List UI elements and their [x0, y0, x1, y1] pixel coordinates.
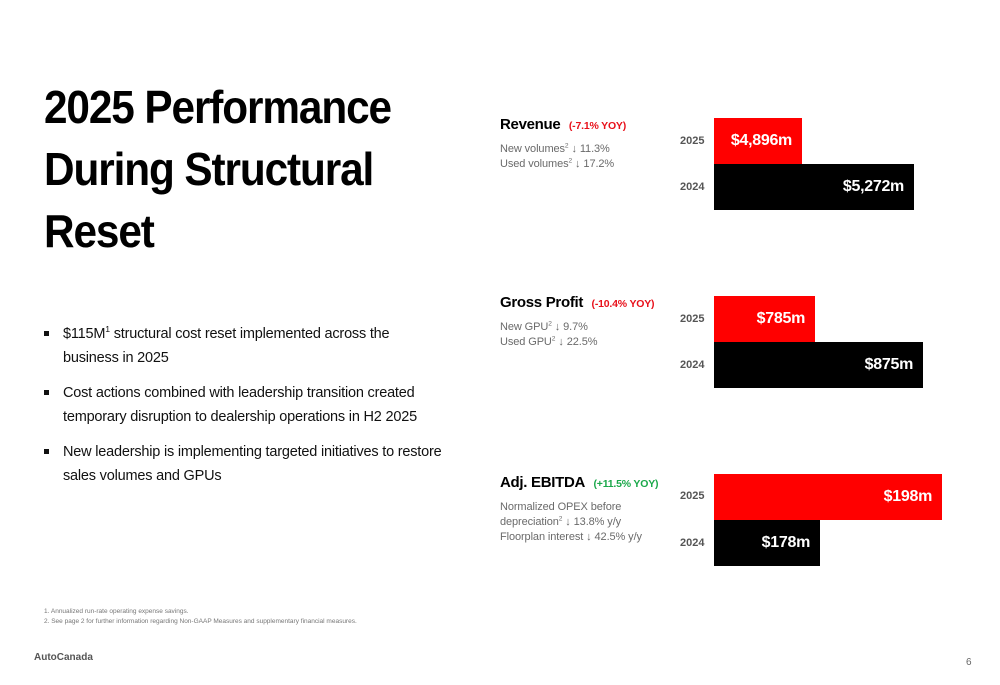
revenue-bar-2025: $4,896m	[714, 118, 802, 164]
down-arrow-icon: ↓	[571, 143, 577, 155]
title-line-3: Reset	[44, 205, 155, 257]
metric-name: Adj. EBITDA	[500, 474, 586, 491]
year-label-2025: 2025	[680, 135, 705, 147]
bullet-text: structural cost reset implemented across…	[63, 326, 390, 366]
down-arrow-icon: ↓	[586, 531, 592, 543]
down-arrow-icon: ↓	[565, 516, 571, 528]
page-number: 6	[966, 657, 972, 668]
metric-name: Gross Profit	[500, 294, 584, 311]
footnotes: 1. Annualized run-rate operating expense…	[44, 607, 357, 627]
detail-line: depreciation2 ↓ 13.8% y/y	[500, 515, 622, 528]
bullet-square-icon	[44, 331, 49, 336]
metric-details: Normalized OPEX before depreciation2 ↓ 1…	[500, 500, 700, 545]
gross-profit-metric: Gross Profit (-10.4% YOY) New GPU2 ↓ 9.7…	[500, 294, 700, 350]
yoy-change: (+11.5% YOY)	[593, 478, 659, 490]
down-arrow-icon: ↓	[554, 321, 561, 333]
bullet-list: $115M1 structural cost reset implemented…	[44, 322, 444, 499]
gross-profit-bar-2024: $875m	[714, 342, 923, 388]
yoy-change: (-7.1% YOY)	[568, 120, 627, 132]
bullet-prefix: $115M	[63, 326, 106, 342]
title-line-2: During Structural	[44, 143, 374, 195]
detail-line: New GPU2 ↓ 9.7%	[500, 320, 588, 333]
year-label-2025: 2025	[680, 490, 705, 502]
metric-details: New volumes2 ↓ 11.3% Used volumes2 ↓ 17.…	[500, 142, 700, 172]
page-title: 2025 Performance During Structural Reset	[44, 76, 430, 262]
revenue-bar-2024: $5,272m	[714, 164, 914, 210]
adj-ebitda-metric: Adj. EBITDA (+11.5% YOY) Normalized OPEX…	[500, 474, 700, 545]
bullet-text: Cost actions combined with leadership tr…	[63, 385, 417, 425]
bullet-item: $115M1 structural cost reset implemented…	[44, 322, 444, 370]
detail-line: Floorplan interest ↓ 42.5% y/y	[500, 531, 642, 543]
gross-profit-bar-2025: $785m	[714, 296, 815, 342]
footnote-1: 1. Annualized run-rate operating expense…	[44, 608, 189, 615]
down-arrow-icon: ↓	[575, 158, 581, 170]
down-arrow-icon: ↓	[558, 336, 564, 348]
year-label-2024: 2024	[680, 359, 705, 371]
bullet-item: New leadership is implementing targeted …	[44, 440, 444, 488]
adj-ebitda-bar-2025: $198m	[714, 474, 942, 520]
detail-line: Used GPU2 ↓ 22.5%	[500, 335, 598, 348]
year-label-2024: 2024	[680, 181, 705, 193]
metric-name: Revenue	[500, 116, 561, 133]
detail-line: New volumes2 ↓ 11.3%	[500, 142, 610, 155]
bullet-item: Cost actions combined with leadership tr…	[44, 381, 444, 429]
title-line-1: 2025 Performance	[44, 81, 392, 133]
year-label-2024: 2024	[680, 537, 705, 549]
yoy-change: (-10.4% YOY)	[591, 298, 655, 310]
revenue-metric: Revenue (-7.1% YOY) New volumes2 ↓ 11.3%…	[500, 116, 700, 172]
brand-logo-text: AutoCanada	[34, 652, 93, 663]
bullet-square-icon	[44, 449, 49, 454]
metric-details: New GPU2 ↓ 9.7% Used GPU2 ↓ 22.5%	[500, 320, 700, 350]
detail-line: Used volumes2 ↓ 17.2%	[500, 157, 615, 170]
footnote-ref: 1	[105, 324, 110, 335]
year-label-2025: 2025	[680, 313, 705, 325]
bullet-text: New leadership is implementing targeted …	[63, 444, 442, 484]
adj-ebitda-bar-2024: $178m	[714, 520, 820, 566]
bullet-square-icon	[44, 390, 49, 395]
detail-line: Normalized OPEX before	[500, 501, 622, 513]
footnote-2: 2. See page 2 for further information re…	[44, 618, 357, 625]
